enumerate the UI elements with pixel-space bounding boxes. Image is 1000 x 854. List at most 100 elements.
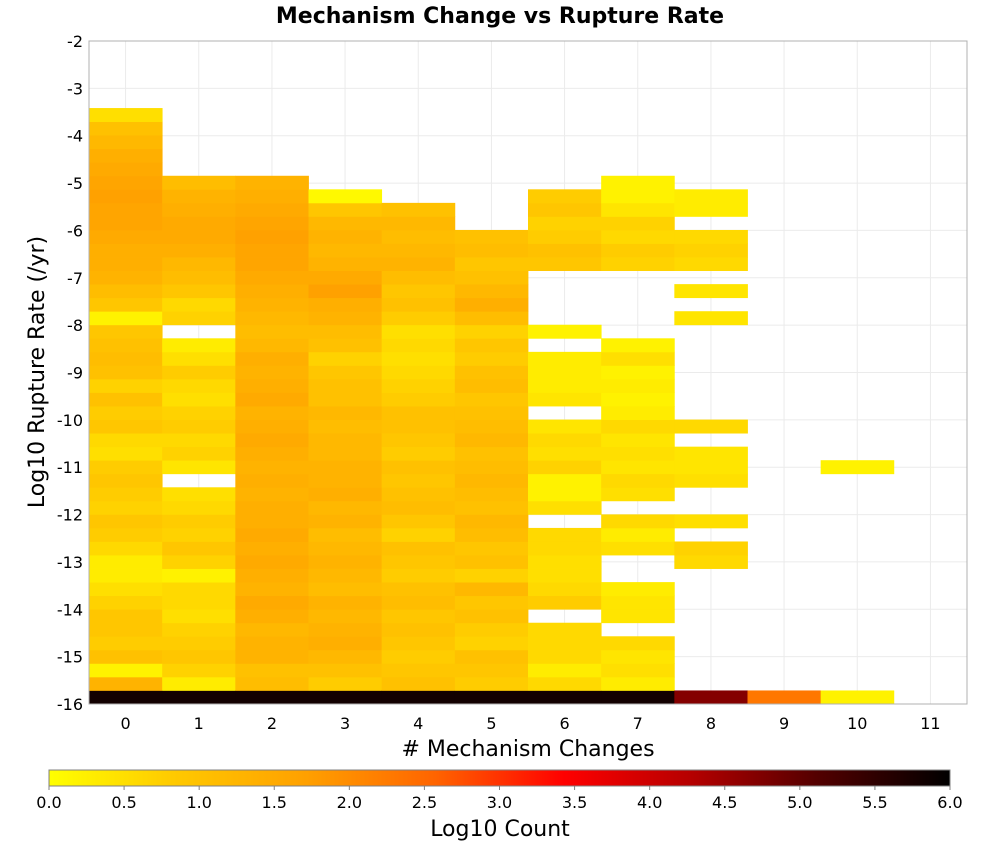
heatmap-cell [235, 216, 309, 231]
heatmap-cell [235, 378, 309, 393]
heatmap-cell [601, 392, 675, 407]
heatmap-cell [89, 338, 163, 353]
heatmap-cell [528, 460, 602, 475]
heatmap-cells [89, 108, 895, 705]
heatmap-cell [601, 257, 675, 271]
heatmap-cell [381, 649, 456, 664]
heatmap-cell [601, 433, 675, 448]
heatmap-cell [235, 338, 309, 353]
heatmap-cell [820, 690, 895, 705]
x-tick-label: 0 [120, 714, 130, 733]
heatmap-cell [162, 338, 236, 353]
heatmap-cell [162, 284, 236, 299]
heatmap-cell [381, 555, 456, 569]
x-tick-label: 1 [194, 714, 204, 733]
heatmap-cell [89, 121, 163, 136]
heatmap-cell [235, 568, 309, 583]
heatmap-cell [528, 392, 602, 407]
heatmap-cell [162, 500, 236, 515]
heatmap-cell [381, 446, 456, 461]
heatmap-cell [454, 297, 529, 312]
heatmap-cell [674, 473, 748, 488]
colorbar-tick-label: 3.0 [487, 793, 512, 812]
heatmap-cell [381, 636, 456, 651]
heatmap-cell [162, 582, 236, 597]
heatmap-cell [381, 676, 456, 691]
heatmap-cell [308, 189, 383, 204]
heatmap-cell [601, 446, 675, 461]
heatmap-cell [381, 460, 456, 475]
y-tick-label: -10 [57, 411, 83, 430]
heatmap-cell [454, 690, 529, 705]
heatmap-cell [674, 514, 748, 529]
heatmap-cell [528, 378, 602, 393]
heatmap-cell [235, 406, 309, 420]
heatmap-cell [89, 162, 163, 177]
heatmap-cell [162, 446, 236, 461]
heatmap-cell [601, 582, 675, 597]
heatmap-cell [454, 555, 529, 569]
heatmap-cell [308, 595, 383, 610]
heatmap-cell [235, 582, 309, 597]
heatmap-cell [308, 487, 383, 502]
heatmap-cell [381, 297, 456, 312]
heatmap-cell [381, 257, 456, 271]
heatmap-cell [162, 487, 236, 502]
heatmap-cell [528, 243, 602, 258]
heatmap-cell [308, 622, 383, 637]
heatmap-cell [235, 514, 309, 529]
heatmap-cell [162, 257, 236, 271]
heatmap-cell [381, 690, 456, 705]
heatmap-cell [308, 636, 383, 651]
heatmap-cell [381, 541, 456, 556]
x-axis-ticks: 0 1 2 3 4 5 6 7 8 9 10 11 [120, 714, 940, 733]
heatmap-cell [308, 419, 383, 434]
x-tick-label: 10 [847, 714, 867, 733]
heatmap-cell [454, 446, 529, 461]
heatmap-cell [162, 460, 236, 475]
heatmap-cell [381, 365, 456, 380]
heatmap-cell [528, 189, 602, 204]
heatmap-cell [454, 378, 529, 393]
heatmap-cell [162, 243, 236, 258]
heatmap-cell [89, 135, 163, 150]
heatmap-cell [674, 284, 748, 299]
heatmap-cell [674, 460, 748, 475]
heatmap-cell [89, 229, 163, 244]
heatmap-cell [601, 189, 675, 204]
heatmap-cell [601, 351, 675, 366]
heatmap-cell [162, 649, 236, 664]
heatmap-cell [381, 527, 456, 542]
heatmap-cell [89, 297, 163, 312]
heatmap-cell [528, 541, 602, 556]
heatmap-cell [162, 351, 236, 366]
heatmap-cell [89, 555, 163, 569]
heatmap-cell [308, 514, 383, 529]
heatmap-cell [308, 257, 383, 271]
heatmap-cell [528, 446, 602, 461]
heatmap-cell [235, 500, 309, 515]
heatmap-cell [162, 555, 236, 569]
heatmap-cell [308, 392, 383, 407]
colorbar-tick-label: 4.5 [712, 793, 737, 812]
heatmap-cell [601, 609, 675, 624]
heatmap-cell [235, 541, 309, 556]
heatmap-cell [162, 311, 236, 326]
heatmap-cell [601, 649, 675, 664]
heatmap-cell [308, 582, 383, 597]
heatmap-cell [308, 297, 383, 312]
heatmap-cell [162, 514, 236, 529]
heatmap-cell [235, 243, 309, 258]
heatmap-cell [89, 216, 163, 231]
heatmap-cell [601, 527, 675, 542]
heatmap-cell [381, 487, 456, 502]
heatmap-cell [528, 500, 602, 515]
heatmap-cell [235, 690, 309, 705]
heatmap-cell [528, 690, 602, 705]
heatmap-cell [308, 284, 383, 299]
heatmap-cell [601, 595, 675, 610]
heatmap-cell [528, 568, 602, 583]
heatmap-cell [162, 568, 236, 583]
heatmap-cell [235, 284, 309, 299]
